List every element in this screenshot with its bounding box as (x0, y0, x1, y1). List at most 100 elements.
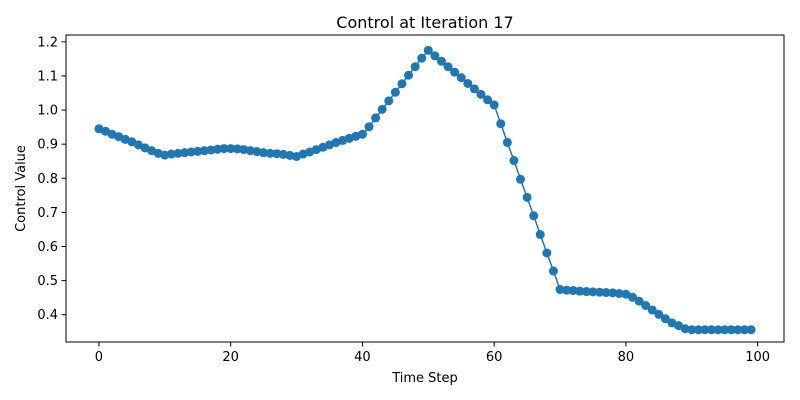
x-tick-label: 100 (745, 350, 770, 365)
plot-frame (65, 34, 785, 343)
data-point (562, 285, 572, 295)
data-point (522, 192, 532, 202)
y-tick-label: 0.4 (37, 308, 58, 323)
data-point (595, 287, 605, 297)
plot-area (94, 45, 756, 335)
data-point (555, 284, 565, 294)
data-point (390, 87, 400, 97)
data-point (746, 325, 756, 335)
chart-title: Control at Iteration 17 (336, 13, 513, 32)
data-point (739, 325, 749, 335)
data-point (713, 325, 723, 335)
data-point (443, 62, 453, 72)
data-point (575, 286, 585, 296)
data-point (206, 145, 216, 155)
data-point (430, 51, 440, 61)
data-point (397, 79, 407, 89)
data-point (726, 325, 736, 335)
data-point (186, 147, 196, 157)
data-point (502, 137, 512, 147)
data-point (450, 67, 460, 77)
data-point (509, 156, 519, 166)
data-point (634, 296, 644, 306)
data-point (265, 148, 275, 158)
y-tick-label: 0.5 (37, 274, 58, 289)
data-point (680, 324, 690, 334)
data-point (568, 285, 578, 295)
data-point (245, 146, 255, 156)
data-point (410, 62, 420, 72)
data-point (173, 148, 183, 158)
data-point (436, 56, 446, 66)
data-point (660, 314, 670, 324)
data-point (700, 325, 710, 335)
data-point (654, 309, 664, 319)
x-axis: 0 20 40 60 80 100 (95, 342, 770, 365)
x-axis-label: Time Step (391, 371, 458, 386)
y-tick-label: 1.2 (37, 35, 58, 50)
data-point (476, 89, 486, 99)
data-point (588, 287, 598, 297)
data-point (542, 248, 552, 258)
y-tick-label: 0.7 (37, 206, 58, 221)
data-point (581, 287, 591, 297)
data-point (285, 150, 295, 160)
data-point (357, 129, 367, 139)
data-point (608, 288, 618, 298)
data-point (628, 292, 637, 302)
data-point (647, 305, 657, 315)
data-point (193, 146, 203, 156)
data-point (377, 104, 387, 114)
x-tick-label: 0 (95, 350, 103, 365)
data-point (226, 144, 236, 154)
data-point (516, 174, 526, 184)
data-point (456, 73, 466, 83)
data-point (463, 78, 473, 88)
x-tick-label: 20 (222, 350, 239, 365)
data-point (614, 289, 624, 299)
data-point (259, 148, 269, 158)
data-point (278, 149, 288, 159)
data-point (529, 211, 539, 221)
y-tick-label: 1.0 (37, 104, 58, 119)
data-point (423, 45, 433, 55)
data-point (489, 100, 499, 110)
data-point (219, 144, 229, 154)
y-tick-label: 0.9 (37, 138, 58, 153)
data-point (548, 266, 558, 276)
y-tick-label: 1.1 (37, 69, 58, 84)
data-point (213, 144, 222, 154)
data-point (180, 148, 190, 158)
data-point (252, 147, 262, 157)
data-point (417, 53, 427, 63)
data-point (469, 84, 479, 94)
y-tick-label: 0.6 (37, 240, 58, 255)
data-point (496, 119, 506, 129)
y-axis: 0.4 0.5 0.6 0.7 0.8 0.9 1.0 1.1 1.2 (37, 35, 66, 323)
data-point (483, 95, 493, 105)
data-point (272, 149, 282, 159)
data-point (693, 325, 703, 335)
data-point (641, 301, 651, 310)
data-point (364, 122, 374, 132)
data-point (601, 288, 611, 298)
series-line (98, 49, 752, 331)
y-tick-label: 0.8 (37, 172, 58, 187)
data-point (535, 230, 545, 240)
data-point (404, 70, 414, 80)
data-point (160, 150, 170, 160)
data-point (687, 325, 697, 335)
y-axis-label: Control Value (14, 145, 29, 232)
x-tick-label: 40 (354, 350, 371, 365)
x-tick-label: 80 (618, 350, 635, 365)
data-point (239, 145, 249, 155)
data-point (720, 325, 730, 335)
data-point (166, 149, 176, 159)
data-point (371, 113, 381, 123)
x-tick-label: 60 (486, 350, 503, 365)
data-point (733, 325, 743, 335)
data-point (199, 146, 209, 156)
data-point (384, 96, 394, 106)
data-point (707, 325, 717, 335)
